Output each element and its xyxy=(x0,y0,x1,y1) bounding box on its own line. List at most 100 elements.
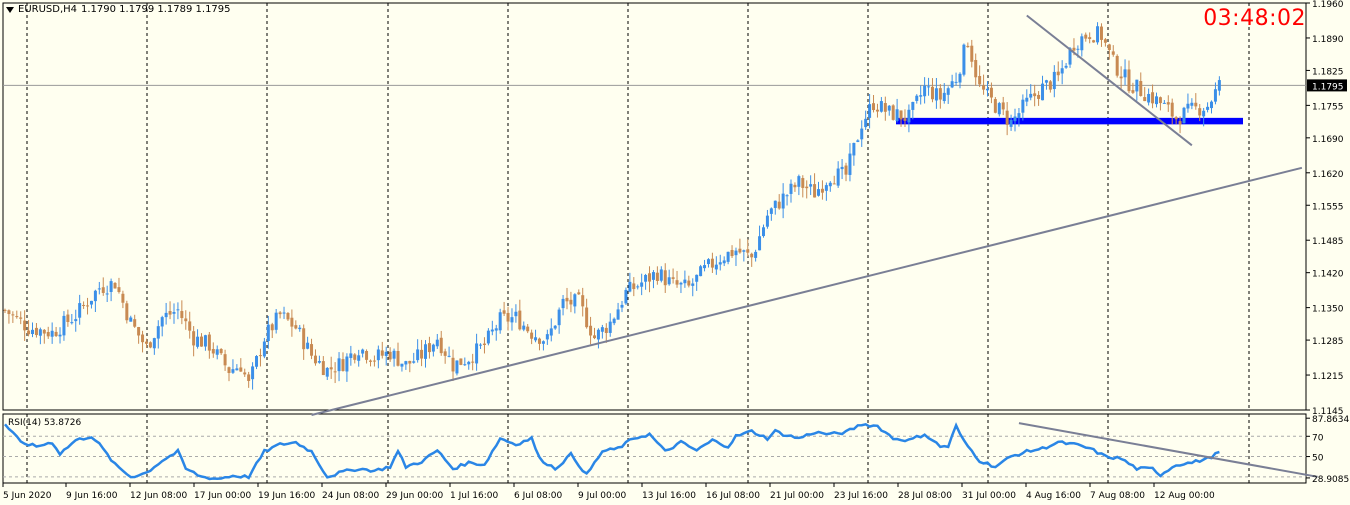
candle-body xyxy=(1005,110,1009,125)
candle-body xyxy=(1139,81,1143,96)
candle-body xyxy=(333,371,337,373)
candle-body xyxy=(801,178,805,188)
candle xyxy=(506,306,510,331)
candle-body xyxy=(852,142,856,156)
candle-body xyxy=(986,88,989,91)
candle xyxy=(958,72,962,89)
candle-body xyxy=(966,45,970,48)
candle xyxy=(793,182,797,192)
candle xyxy=(903,109,907,127)
candle xyxy=(443,348,447,364)
candle-body xyxy=(1060,68,1064,74)
candle-body xyxy=(388,351,392,360)
candle xyxy=(706,258,710,268)
candle-body xyxy=(117,287,121,292)
candle-body xyxy=(1170,102,1174,117)
candle xyxy=(384,346,388,366)
candle xyxy=(864,110,868,130)
candle-body xyxy=(726,251,730,262)
candle xyxy=(1202,107,1206,127)
candle-body xyxy=(585,307,589,328)
candle-body xyxy=(404,361,408,365)
candle xyxy=(349,345,353,366)
candle-body xyxy=(970,45,974,62)
candle-body xyxy=(530,332,534,339)
candle-body xyxy=(620,304,624,308)
candle-body xyxy=(553,325,557,329)
x-tick-label: 7 Aug 08:00 xyxy=(1090,491,1145,501)
candle xyxy=(986,81,989,97)
candle-body xyxy=(97,288,101,290)
candle-body xyxy=(463,364,467,366)
candle-body xyxy=(172,312,176,314)
candle xyxy=(105,285,109,303)
chevron-down-icon[interactable] xyxy=(6,6,14,13)
candle-body xyxy=(734,250,738,256)
candle xyxy=(19,311,23,325)
candle xyxy=(160,315,164,337)
candle-body xyxy=(255,356,259,367)
candle-body xyxy=(435,339,439,347)
candle xyxy=(129,315,133,322)
candle-body xyxy=(262,341,266,357)
candle-body xyxy=(479,344,483,346)
symbol-header[interactable]: EURUSD,H4 1.1790 1.1799 1.1789 1.1795 xyxy=(6,4,231,15)
y-tick-label: 1.1350 xyxy=(1312,305,1344,315)
candle xyxy=(1021,94,1025,121)
candle-body xyxy=(1041,83,1045,101)
candle-body xyxy=(616,309,620,320)
candle xyxy=(290,309,294,337)
candle xyxy=(510,308,514,331)
candle xyxy=(141,330,145,353)
candle-body xyxy=(196,336,200,347)
candle-body xyxy=(742,250,746,252)
candle xyxy=(184,310,188,330)
candle xyxy=(109,278,113,302)
candle-body xyxy=(1037,94,1041,99)
candle xyxy=(494,324,498,341)
candle xyxy=(596,328,600,349)
candle-body xyxy=(160,317,164,327)
candle xyxy=(982,74,986,95)
candle xyxy=(915,94,919,104)
candle xyxy=(526,323,530,334)
candle-body xyxy=(565,297,569,302)
candle xyxy=(1115,54,1119,78)
candle-body xyxy=(23,320,27,331)
candle xyxy=(1096,22,1100,45)
candle-body xyxy=(624,289,628,304)
x-tick-label: 28 Jul 08:00 xyxy=(898,491,952,501)
candle xyxy=(424,340,428,368)
candle-body xyxy=(286,313,290,320)
candle-body xyxy=(675,280,679,285)
candle xyxy=(1127,60,1131,94)
current-price-tag xyxy=(1307,79,1347,92)
candle xyxy=(235,364,239,371)
candle-body xyxy=(431,344,435,352)
candle-body xyxy=(832,183,836,185)
y-tick-label: 1.1215 xyxy=(1312,372,1344,382)
x-tick-label: 31 Jul 00:00 xyxy=(962,491,1016,501)
candle-body xyxy=(856,140,860,142)
candle-body xyxy=(502,310,506,314)
candle-body xyxy=(235,368,239,371)
candle xyxy=(824,182,828,201)
candle-body xyxy=(534,337,538,341)
candle-body xyxy=(329,367,333,370)
candle xyxy=(294,320,298,330)
candle-body xyxy=(659,269,663,281)
candle-body xyxy=(1213,89,1217,102)
candle xyxy=(11,311,15,323)
candle xyxy=(860,120,864,147)
candle xyxy=(1186,93,1190,113)
candle-body xyxy=(42,329,46,334)
candle-body xyxy=(1092,40,1096,43)
candle-body xyxy=(180,311,184,319)
y-tick-label: 1.1145 xyxy=(1312,407,1344,417)
candle-body xyxy=(549,328,553,336)
candle xyxy=(286,312,290,321)
candle-body xyxy=(203,335,207,347)
candle-body xyxy=(911,101,915,110)
x-tick-label: 19 Jun 16:00 xyxy=(258,491,315,501)
candle xyxy=(1005,102,1009,136)
